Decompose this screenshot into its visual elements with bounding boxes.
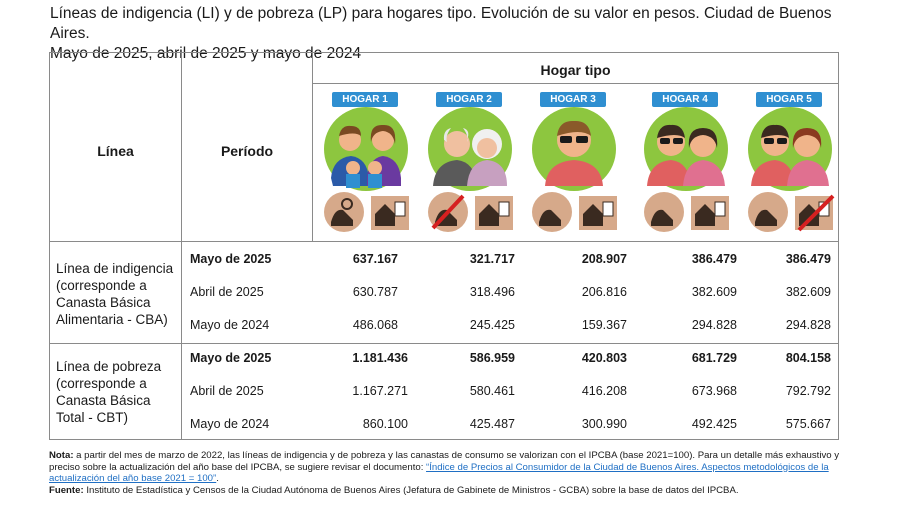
note-paragraph: Nota: a partir del mes de marzo de 2022,… [49, 450, 849, 485]
period-cell: Abril de 2025 [190, 384, 264, 398]
value-cell: 580.461 [469, 384, 515, 398]
note-end: . [216, 473, 219, 484]
value-cell: 425.487 [469, 417, 515, 431]
period-cell: Mayo de 2025 [190, 252, 272, 266]
value-cell: 300.990 [581, 417, 627, 431]
period-cell: Mayo de 2025 [190, 351, 272, 365]
divider [50, 241, 838, 242]
attributes-icons [748, 192, 835, 232]
couple-icon [644, 107, 728, 191]
value-cell: 318.496 [469, 285, 515, 299]
hogar-badge: HOGAR 1 [332, 92, 398, 107]
value-cell: 792.792 [785, 384, 831, 398]
value-cell: 294.828 [691, 318, 737, 332]
value-cell: 1.181.436 [352, 351, 408, 365]
household-column-5: HOGAR 5 [742, 92, 838, 242]
note-text: a partir del mes de marzo de 2022, las l… [49, 450, 840, 473]
elderly-couple-icon [428, 107, 512, 191]
period-cell: Mayo de 2024 [190, 318, 270, 332]
value-cell: 681.729 [691, 351, 737, 365]
value-cell: 245.425 [469, 318, 515, 332]
header-linea: Línea [97, 143, 134, 159]
value-cell: 382.609 [785, 285, 831, 299]
household-column-1: HOGAR 1 [318, 92, 414, 242]
source-text: Instituto de Estadística y Censos de la … [83, 484, 739, 496]
label-line: Canasta Básica [56, 393, 151, 408]
household-column-3: HOGAR 3 [526, 92, 622, 242]
divider [50, 343, 838, 344]
value-cell: 386.479 [785, 252, 831, 266]
title-line-2: Mayo de 2025, abril de 2025 y mayo de 20… [50, 45, 362, 62]
household-column-2: HOGAR 2 [422, 92, 518, 242]
note-label: Nota: [49, 450, 74, 461]
hogar-badge: HOGAR 5 [756, 92, 822, 107]
single-person-icon [532, 107, 616, 191]
divider [181, 53, 182, 439]
attributes-icons [532, 192, 617, 232]
value-cell: 630.787 [352, 285, 398, 299]
footnote: Nota: a partir del mes de marzo de 2022,… [49, 450, 849, 496]
divider [312, 83, 838, 84]
value-cell: 492.425 [691, 417, 737, 431]
value-cell: 386.479 [691, 252, 737, 266]
section-label-pobreza: Línea de pobreza (corresponde a Canasta … [56, 358, 181, 426]
label-line: Canasta Básica [56, 295, 151, 310]
family-four-icon [324, 107, 408, 191]
value-cell: 486.068 [352, 318, 398, 332]
header-periodo: Período [220, 143, 274, 159]
value-cell: 1.167.271 [352, 384, 408, 398]
value-cell: 860.100 [362, 417, 408, 431]
label-line: Línea de pobreza [56, 359, 162, 374]
attributes-icons [324, 192, 409, 232]
hogar-badge: HOGAR 3 [540, 92, 606, 107]
source-paragraph: Fuente: Instituto de Estadística y Censo… [49, 485, 849, 497]
header-hogar-tipo: Hogar tipo [540, 62, 611, 78]
section-label-indigencia: Línea de indigencia (corresponde a Canas… [56, 260, 181, 328]
value-cell: 804.158 [785, 351, 831, 365]
divider [312, 53, 313, 241]
hogar-badge: HOGAR 4 [652, 92, 718, 107]
value-cell: 416.208 [581, 384, 627, 398]
label-line: Alimentaria - CBA) [56, 312, 168, 327]
hogar-badge: HOGAR 2 [436, 92, 502, 107]
value-cell: 586.959 [469, 351, 515, 365]
value-cell: 294.828 [785, 318, 831, 332]
value-cell: 673.968 [691, 384, 737, 398]
value-cell: 382.609 [691, 285, 737, 299]
value-cell: 159.367 [581, 318, 627, 332]
household-column-4: HOGAR 4 [638, 92, 734, 242]
data-table: Línea Período Hogar tipo HOGAR 1 HO [49, 52, 839, 440]
couple-icon [748, 107, 832, 191]
label-line: Total - CBT) [56, 410, 129, 425]
period-cell: Abril de 2025 [190, 285, 264, 299]
label-line: Línea de indigencia [56, 261, 174, 276]
title-line-1: Líneas de indigencia (LI) y de pobreza (… [50, 5, 832, 42]
page-title: Líneas de indigencia (LI) y de pobreza (… [50, 4, 870, 64]
source-label: Fuente: [49, 484, 84, 496]
value-cell: 575.667 [785, 417, 831, 431]
attributes-icons [644, 192, 729, 232]
value-cell: 206.816 [581, 285, 627, 299]
methodology-link[interactable]: “Índice de Precios al Consumidor de la C… [49, 461, 829, 485]
label-line: (corresponde a [56, 376, 147, 391]
label-line: (corresponde a [56, 278, 147, 293]
attributes-icons [428, 192, 513, 232]
value-cell: 208.907 [581, 252, 627, 266]
period-cell: Mayo de 2024 [190, 417, 270, 431]
value-cell: 321.717 [469, 252, 515, 266]
value-cell: 420.803 [581, 351, 627, 365]
value-cell: 637.167 [352, 252, 398, 266]
